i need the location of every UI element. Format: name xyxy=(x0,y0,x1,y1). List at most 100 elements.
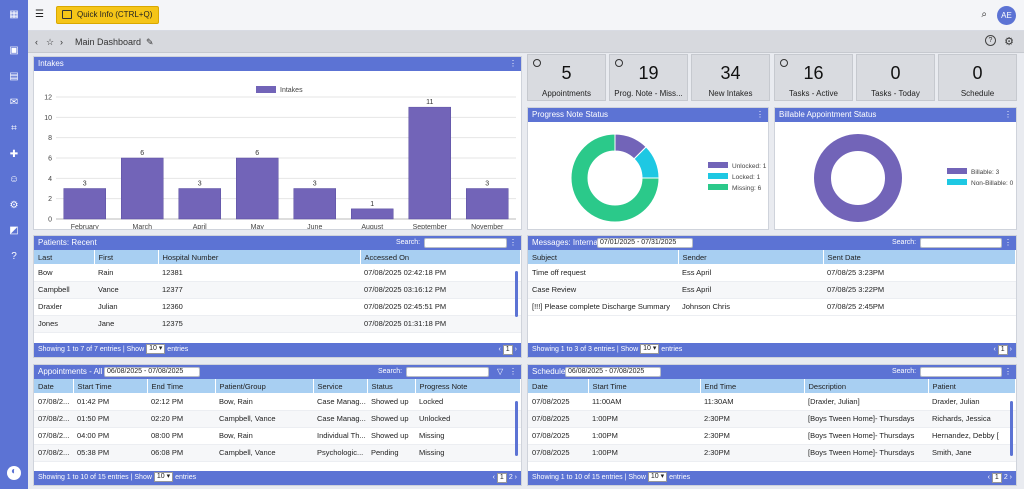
stat-card[interactable]: 0 Schedule xyxy=(938,54,1017,101)
column-header[interactable]: First xyxy=(94,250,159,264)
scrollbar[interactable] xyxy=(515,271,518,317)
stat-card[interactable]: 5 Appointments xyxy=(527,54,606,101)
column-header[interactable]: Last xyxy=(34,250,95,264)
table-cell: 1:00PM xyxy=(588,444,700,462)
more-menu-icon[interactable]: ⋮ xyxy=(509,59,517,68)
entries-select[interactable]: 10 ▾ xyxy=(146,344,166,355)
more-menu-icon[interactable]: ⋮ xyxy=(1004,110,1012,119)
messages-search-input[interactable] xyxy=(920,238,1002,248)
appointments-search-input[interactable] xyxy=(406,367,489,377)
scrollbar[interactable] xyxy=(1010,401,1013,456)
quick-info-button[interactable]: Quick Info (CTRL+Q) xyxy=(56,6,160,24)
panel-title: Billable Appointment Status xyxy=(779,110,877,119)
schedule-date-range-input[interactable]: 06/08/2025 - 07/08/2025 xyxy=(565,367,661,377)
table-row[interactable]: Case Review Ess April 07/08/25 3:22PM xyxy=(528,281,1016,299)
help-icon[interactable]: ? xyxy=(11,251,17,262)
page-button[interactable]: 2 xyxy=(508,474,513,481)
table-row[interactable]: 07/08/2025 1:00PM 2:30PM [Boys Tween Home]-… xyxy=(528,444,1016,462)
avatar[interactable]: AE xyxy=(997,6,1016,25)
column-header[interactable]: Sender xyxy=(678,250,824,264)
column-header[interactable]: Start Time xyxy=(588,379,701,393)
page-button[interactable]: 1 xyxy=(991,473,1002,483)
more-menu-icon[interactable]: ⋮ xyxy=(1004,238,1012,247)
column-header[interactable]: Hospital Number xyxy=(158,250,361,264)
table-row[interactable]: 07/08/2... 04:00 PM 08:00 PM Bow, Rain Indiv… xyxy=(34,427,521,445)
schedule-search-input[interactable] xyxy=(920,367,1002,377)
table-row[interactable]: Time off request Ess April 07/08/25 3:23PM xyxy=(528,264,1016,282)
table-row[interactable]: 07/08/2... 05:38 PM 06:08 PM Campbell, Vanc… xyxy=(34,444,521,462)
data-label: 1 xyxy=(370,201,374,208)
gear-icon[interactable]: ⚙ xyxy=(9,200,19,211)
more-menu-icon[interactable]: ⋮ xyxy=(1004,367,1012,376)
search-label: Search: xyxy=(892,239,917,246)
column-header[interactable]: Accessed On xyxy=(360,250,521,264)
filter-icon[interactable]: ▽ xyxy=(497,367,504,376)
stat-card[interactable]: 0 Tasks - Today xyxy=(856,54,935,101)
column-header[interactable]: Progress Note xyxy=(415,379,521,393)
panel-title: Messages: Internal xyxy=(532,238,600,247)
column-header[interactable]: Service xyxy=(313,379,368,393)
page-button[interactable]: 2 xyxy=(1003,474,1008,481)
mail-icon[interactable]: ✉ xyxy=(9,97,19,108)
column-header[interactable]: Date xyxy=(528,379,589,393)
table-row[interactable]: Bow Rain 12381 07/08/2025 02:42:18 PM xyxy=(34,264,521,282)
table-row[interactable]: 07/08/2... 01:42 PM 02:12 PM Bow, Rain Case … xyxy=(34,393,521,411)
stat-card[interactable]: 16 Tasks - Active xyxy=(774,54,853,101)
column-header[interactable]: Description xyxy=(804,379,929,393)
chevron-left-icon[interactable]: ‹ xyxy=(35,37,38,47)
table-row[interactable]: 07/08/2025 1:00PM 2:30PM [Boys Tween Home]-… xyxy=(528,410,1016,428)
page-button[interactable]: 1 xyxy=(496,473,507,483)
edit-icon[interactable]: ✎ xyxy=(146,37,154,47)
table-cell: Case Manag... xyxy=(313,410,367,428)
chart-icon[interactable]: ◩ xyxy=(9,225,19,236)
column-header[interactable]: Patient/Group xyxy=(215,379,314,393)
table-row[interactable]: Jones Jane 12375 07/08/2025 01:31:18 PM xyxy=(34,315,521,333)
entries-select[interactable]: 10 ▾ xyxy=(153,472,174,483)
stat-card[interactable]: 34 New Intakes xyxy=(691,54,770,101)
column-header[interactable]: End Time xyxy=(700,379,805,393)
table-row[interactable]: 07/08/2025 1:00PM 2:30PM [Boys Tween Home]-… xyxy=(528,427,1016,445)
calendar-icon[interactable]: ▤ xyxy=(9,71,19,82)
messages-table: Subject Sender Sent Date Time off request E… xyxy=(528,250,1016,316)
entries-select[interactable]: 10 ▾ xyxy=(640,344,660,355)
menu-collapse-icon[interactable]: ☰ xyxy=(35,9,44,20)
table-row[interactable]: 07/08/2... 01:50 PM 02:20 PM Campbell, Vanc… xyxy=(34,410,521,428)
table-cell: Time off request xyxy=(528,264,678,282)
chevron-right-icon[interactable]: › xyxy=(60,37,63,47)
more-menu-icon[interactable]: ⋮ xyxy=(509,238,517,247)
id-card-icon[interactable]: ▣ xyxy=(9,45,19,56)
column-header[interactable]: Subject xyxy=(528,250,679,264)
pagination: ‹ 1 2 › xyxy=(492,473,517,483)
more-menu-icon[interactable]: ⋮ xyxy=(756,110,764,119)
column-header[interactable]: Patient xyxy=(928,379,1016,393)
column-header[interactable]: Date xyxy=(34,379,74,393)
table-row[interactable]: Draxler Julian 12360 07/08/2025 02:45:51 PM xyxy=(34,298,521,316)
settings-icon[interactable]: ⚙ xyxy=(1004,36,1014,48)
legend-swatch xyxy=(708,162,728,168)
column-header[interactable]: End Time xyxy=(147,379,216,393)
table-row[interactable]: Campbell Vance 12377 07/08/2025 03:16:12 PM xyxy=(34,281,521,299)
appointments-date-range-input[interactable]: 06/08/2025 - 07/08/2025 xyxy=(104,367,200,377)
scrollbar[interactable] xyxy=(515,401,518,456)
table-row[interactable]: 07/08/2025 11:00AM 11:30AM [Draxler, Julian… xyxy=(528,393,1016,411)
page-button[interactable]: 1 xyxy=(997,345,1008,355)
medical-icon[interactable]: ✚ xyxy=(9,149,19,160)
apps-grid-icon[interactable]: ▦ xyxy=(9,9,19,20)
column-header[interactable]: Sent Date xyxy=(823,250,1016,264)
column-header[interactable]: Status xyxy=(367,379,416,393)
entries-select[interactable]: 10 ▾ xyxy=(647,472,668,483)
more-menu-icon[interactable]: ⋮ xyxy=(509,367,517,376)
stat-card[interactable]: 19 Prog. Note - Miss... xyxy=(609,54,688,101)
messages-date-range-input[interactable]: 07/01/2025 - 07/31/2025 xyxy=(597,238,693,248)
patients-search-input[interactable] xyxy=(424,238,507,248)
help-circle-icon[interactable]: ? xyxy=(985,35,996,46)
column-header[interactable]: Start Time xyxy=(73,379,148,393)
search-icon[interactable]: ⌕ xyxy=(981,9,987,20)
page-button[interactable]: 1 xyxy=(502,345,513,355)
pagination: ‹ 1 2 › xyxy=(987,473,1012,483)
star-icon[interactable]: ☆ xyxy=(46,37,55,47)
table-cell: Case Manag... xyxy=(313,393,367,411)
scan-icon[interactable]: ⌗ xyxy=(11,123,17,134)
user-icon[interactable]: ☺ xyxy=(8,174,20,185)
table-row[interactable]: [!!!] Please complete Discharge Summary J… xyxy=(528,298,1016,316)
